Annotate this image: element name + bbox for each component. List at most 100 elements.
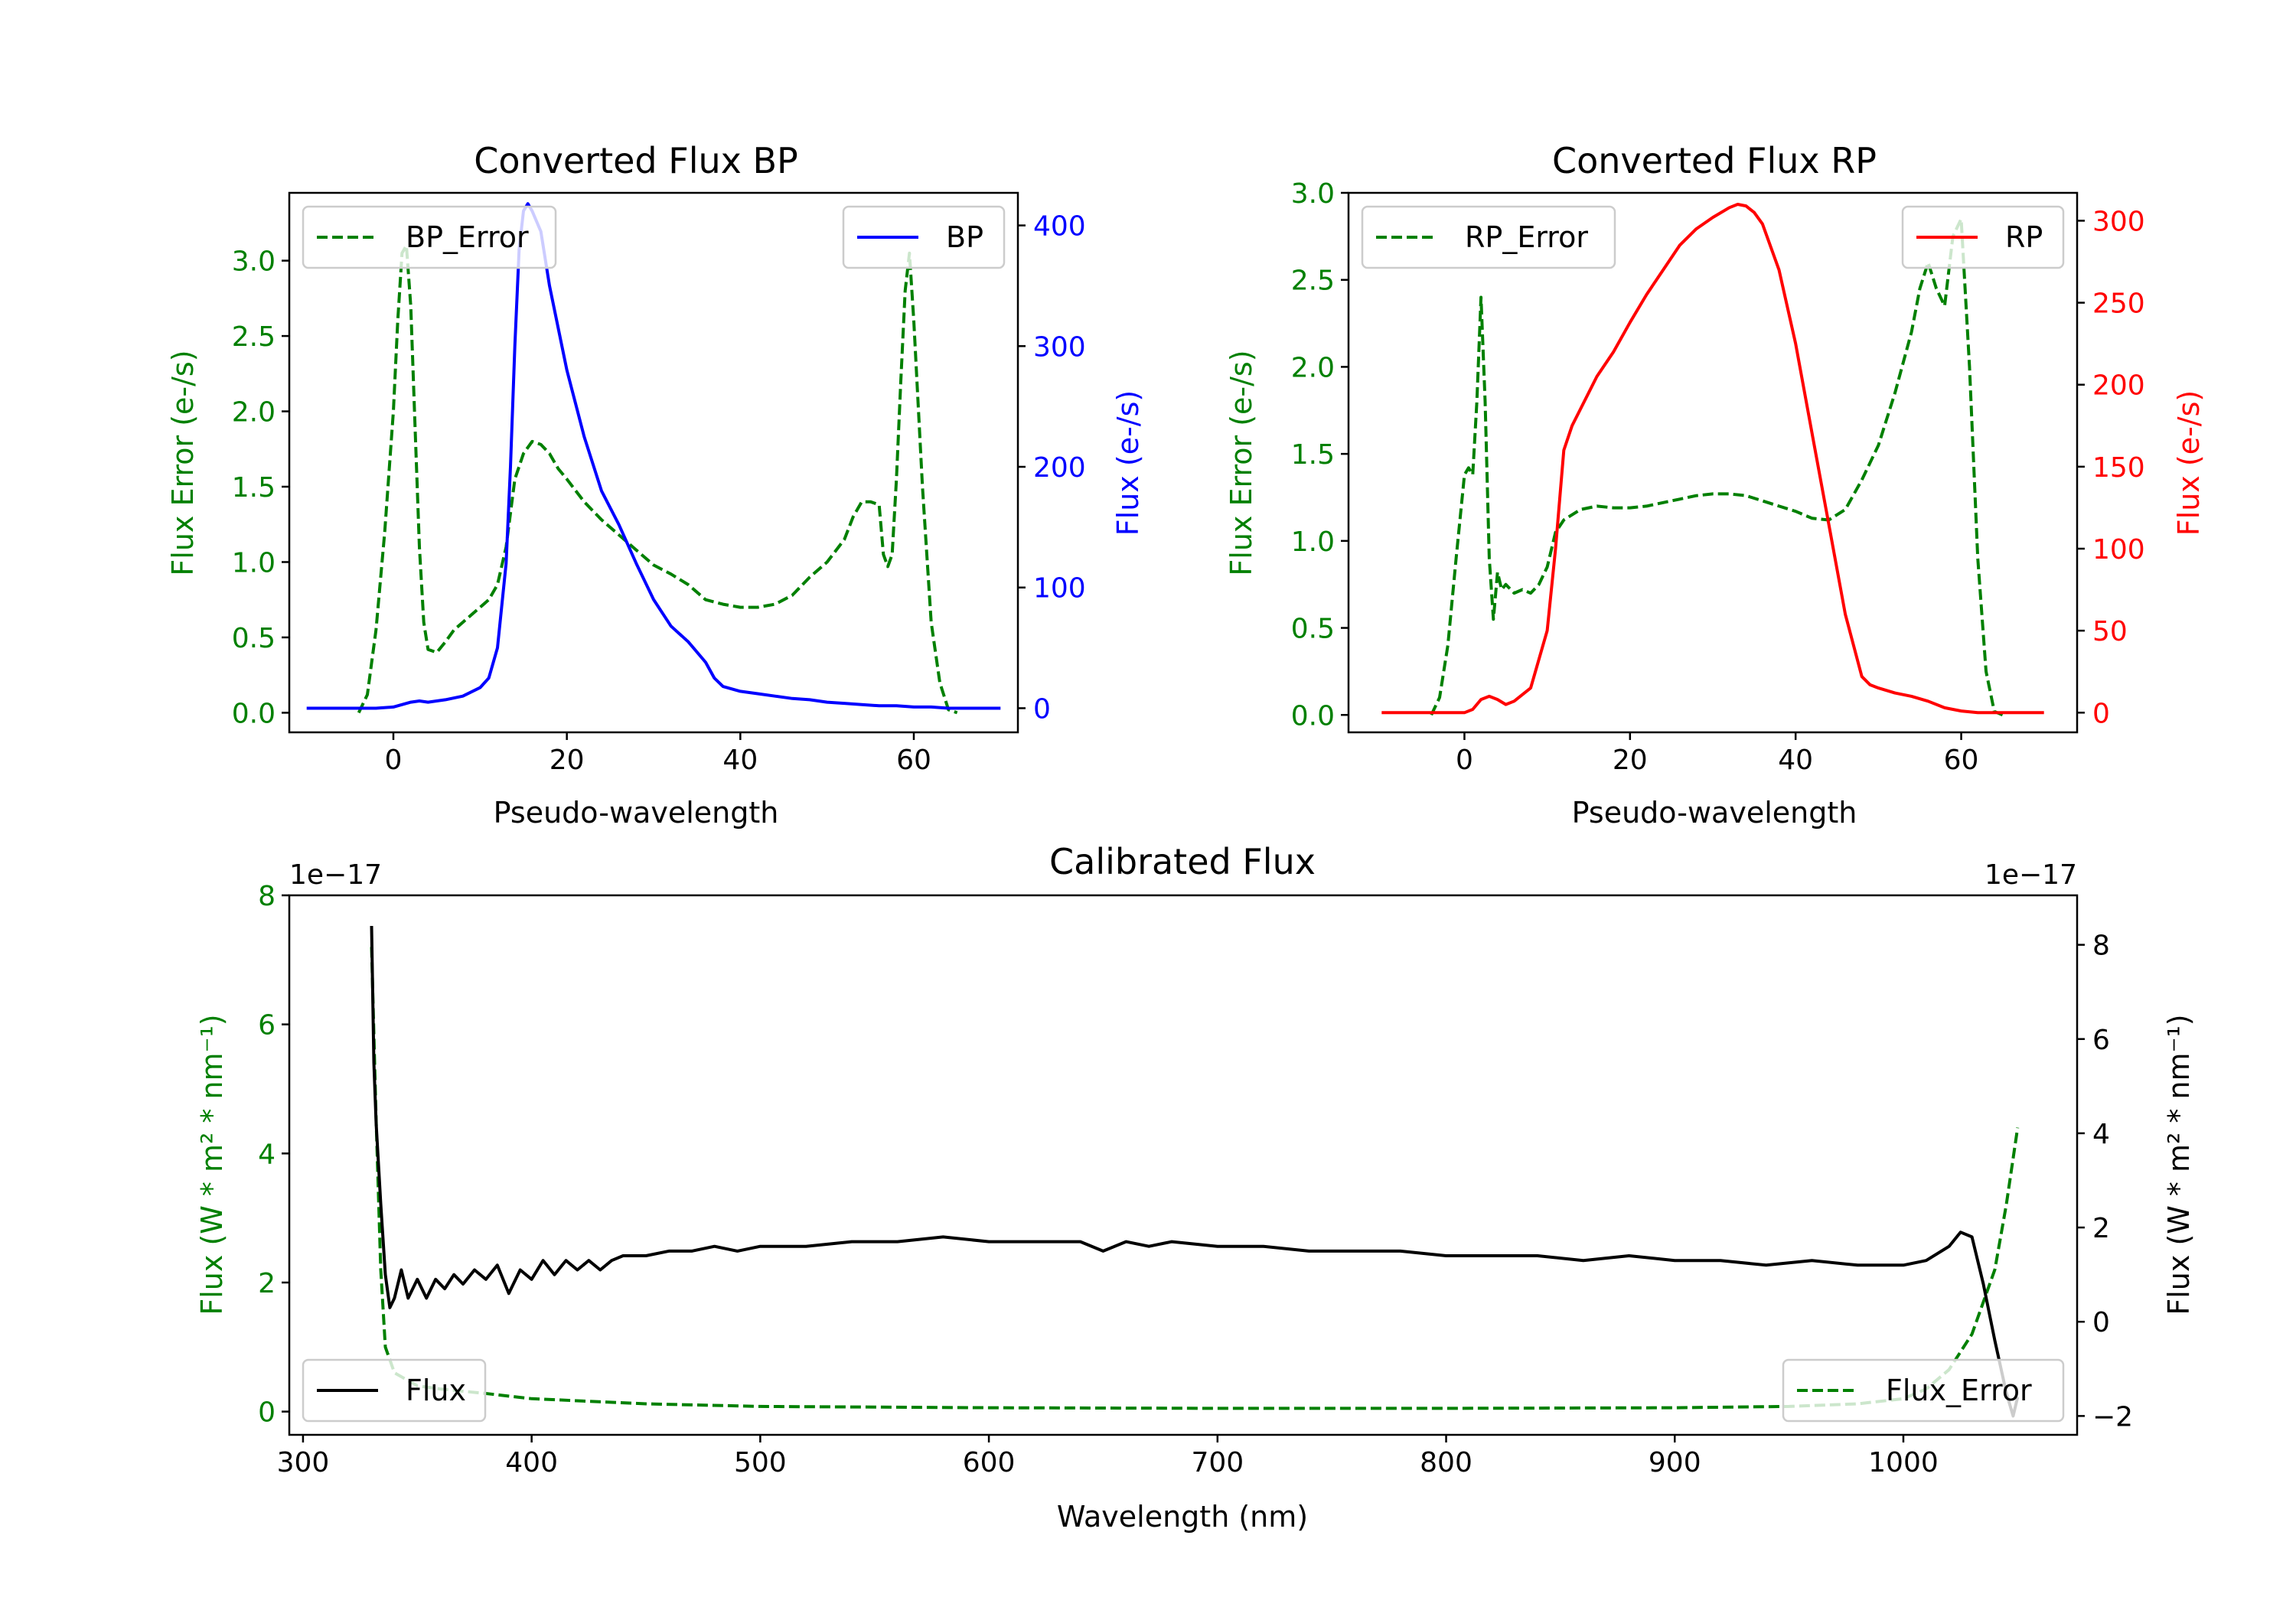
rp-left-tick-label: 1.5: [1291, 439, 1335, 471]
cal-left-tick-label: 8: [258, 881, 276, 912]
calibrated-x-axis: 300 400 500 600 700 800 900 1000: [277, 1435, 1939, 1478]
calibrated-left-axis: 0 2 4 6 8: [258, 881, 289, 1429]
cal-right-tick-label: −2: [2092, 1401, 2133, 1433]
cal-x-tick-label: 600: [963, 1447, 1016, 1478]
cal-x-tick-label: 700: [1191, 1447, 1244, 1478]
calibrated-left-offset: 1e−17: [289, 859, 382, 891]
bp-error-legend-label: BP_Error: [406, 220, 529, 254]
calibrated-right-offset: 1e−17: [1985, 859, 2077, 891]
calibrated-panel: Calibrated Flux 1e−17 1e−17 300 400 500 600…: [195, 841, 2196, 1534]
calibrated-flux-legend-box: [302, 1358, 487, 1423]
cal-left-tick-label: 0: [258, 1397, 276, 1429]
cal-right-tick-label: 0: [2092, 1307, 2110, 1338]
calibrated-flux-legend-label: Flux: [406, 1374, 466, 1407]
bp-panel: Converted Flux BP 0 20 40 60 0.0 0.5 1.0 1.5 2.…: [166, 140, 1145, 830]
bp-right-tick-label: 400: [1033, 211, 1086, 243]
rp-left-axis-label: Flux Error (e-/s): [1225, 350, 1258, 575]
cal-left-tick-label: 6: [258, 1010, 276, 1041]
rp-error-legend-box: [1361, 205, 1616, 269]
calibrated-error-legend-box: [1782, 1358, 2065, 1423]
bp-plot-frame: [288, 191, 1019, 734]
calibrated-plot-frame: [288, 894, 2079, 1436]
rp-plot-frame: [1347, 191, 2079, 734]
bp-left-tick-label: 2.5: [232, 321, 276, 353]
bp-right-tick-label: 300: [1033, 331, 1086, 363]
bp-right-tick-label: 0: [1033, 693, 1051, 725]
bp-left-axis-label: Flux Error (e-/s): [166, 350, 200, 575]
rp-error-legend: RP_Error: [1361, 205, 1616, 269]
rp-x-tick-label: 20: [1613, 745, 1648, 776]
bp-error-legend: BP_Error: [302, 205, 557, 269]
bp-left-tick-label: 3.0: [232, 246, 276, 278]
rp-right-tick-label: 250: [2092, 288, 2145, 320]
rp-left-tick-label: 2.5: [1291, 266, 1335, 297]
calibrated-right-axis: −2 0 2 4 6 8: [2077, 931, 2133, 1433]
bp-flux-legend-label: BP: [946, 220, 983, 254]
bp-series-layer: [306, 202, 1001, 715]
rp-right-tick-label: 200: [2092, 370, 2145, 402]
calibrated-left-axis-label: Flux (W * m² * nm⁻¹): [195, 1014, 229, 1315]
rp-left-tick-label: 2.0: [1291, 352, 1335, 383]
cal-left-tick-label: 4: [258, 1139, 276, 1170]
rp-right-tick-label: 50: [2092, 616, 2128, 647]
rp-error-legend-label: RP_Error: [1465, 220, 1588, 254]
bp-right-axis-label: Flux (e-/s): [1111, 390, 1145, 536]
cal-x-tick-label: 500: [734, 1447, 787, 1478]
cal-left-tick-label: 2: [258, 1268, 276, 1299]
calibrated-error-legend: Flux_Error: [1782, 1358, 2065, 1423]
bp-flux-legend-box: [842, 205, 1006, 269]
bp-x-tick-label: 0: [385, 745, 403, 776]
bp-left-axis: 0.0 0.5 1.0 1.5 2.0 2.5 3.0: [232, 246, 289, 729]
bp-left-tick-label: 1.0: [232, 547, 276, 579]
bp-right-tick-label: 100: [1033, 573, 1086, 605]
rp-x-tick-label: 0: [1456, 745, 1473, 776]
rp-right-axis: 0 50 100 150 200 250 300: [2077, 206, 2145, 729]
cal-right-tick-label: 6: [2092, 1025, 2110, 1056]
calibrated-x-axis-label: Wavelength (nm): [1057, 1500, 1308, 1534]
cal-x-tick-label: 800: [1420, 1447, 1473, 1478]
bp-right-axis: 0 100 200 300 400: [1018, 211, 1086, 725]
bp-chart-title: Converted Flux BP: [474, 140, 798, 181]
rp-series-rp: [1381, 203, 2044, 715]
rp-left-axis: 0.0 0.5 1.0 1.5 2.0 2.5 3.0: [1291, 178, 1349, 732]
rp-x-axis: 0 20 40 60: [1456, 732, 1978, 776]
cal-x-tick-label: 1000: [1868, 1447, 1939, 1478]
bp-left-tick-label: 2.0: [232, 397, 276, 429]
calibrated-flux-legend: Flux: [302, 1358, 487, 1423]
bp-left-tick-label: 1.5: [232, 472, 276, 504]
calibrated-chart-title: Calibrated Flux: [1049, 841, 1316, 882]
bp-x-tick-label: 20: [550, 745, 585, 776]
bp-left-tick-label: 0.0: [232, 698, 276, 729]
rp-left-tick-label: 1.0: [1291, 526, 1335, 558]
cal-right-tick-label: 8: [2092, 931, 2110, 962]
bp-error-legend-box: [302, 205, 557, 269]
cal-x-tick-label: 300: [277, 1447, 330, 1478]
cal-x-tick-label: 400: [505, 1447, 558, 1478]
bp-x-tick-label: 60: [896, 745, 931, 776]
rp-flux-legend: RP: [1901, 205, 2065, 269]
bp-x-axis-label: Pseudo-wavelength: [494, 796, 779, 830]
rp-left-tick-label: 0.5: [1291, 614, 1335, 645]
cal-x-tick-label: 900: [1649, 1447, 1701, 1478]
bp-x-axis: 0 20 40 60: [385, 732, 931, 776]
bp-left-tick-label: 0.5: [232, 623, 276, 654]
bp-series-bp-error: [357, 243, 958, 715]
rp-panel: Converted Flux RP 0 20 40 60 0.0 0.5 1.0 1.5 2.…: [1225, 140, 2206, 830]
rp-right-tick-label: 300: [2092, 206, 2145, 237]
rp-x-tick-label: 60: [1944, 745, 1979, 776]
rp-flux-legend-box: [1901, 205, 2065, 269]
rp-x-axis-label: Pseudo-wavelength: [1572, 796, 1857, 830]
rp-right-tick-label: 150: [2092, 452, 2145, 484]
rp-right-axis-label: Flux (e-/s): [2172, 390, 2206, 536]
bp-series-bp: [306, 202, 1001, 710]
rp-left-tick-label: 3.0: [1291, 178, 1335, 210]
bp-flux-legend: BP: [842, 205, 1006, 269]
bp-x-tick-label: 40: [722, 745, 758, 776]
rp-left-tick-label: 0.0: [1291, 700, 1335, 732]
cal-series-flux: [370, 925, 2020, 1418]
rp-right-tick-label: 100: [2092, 534, 2145, 566]
calibrated-right-axis-label: Flux (W * m² * nm⁻¹): [2162, 1014, 2196, 1315]
rp-flux-legend-label: RP: [2005, 220, 2043, 254]
rp-x-tick-label: 40: [1778, 745, 1813, 776]
